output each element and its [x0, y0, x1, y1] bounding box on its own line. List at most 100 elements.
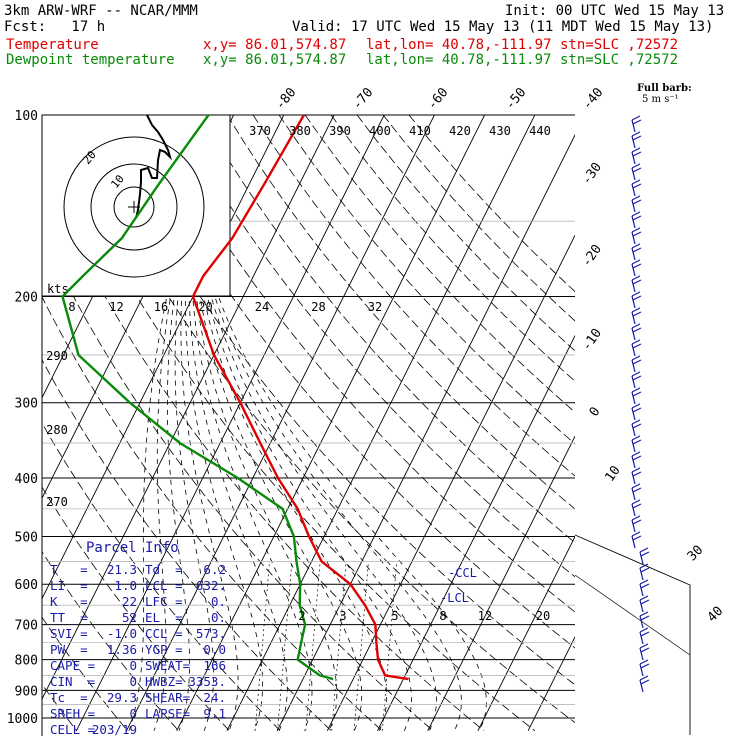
hodograph-box: [41, 114, 231, 297]
parcel-info-cell: CIN =: [50, 674, 96, 689]
parcel-info-cell: YGP =: [145, 642, 183, 657]
parcel-info-cell: 166: [203, 658, 226, 673]
isotherm-line: [477, 535, 575, 731]
parcel-info-cell: SHEAR=: [145, 690, 191, 705]
isotherm-line: [42, 115, 285, 600]
parcel-info-cell: LCL =: [145, 578, 183, 593]
parcel-info-cell: 0: [129, 658, 137, 673]
parcel-info-cell: 22: [121, 594, 137, 609]
mixing-ratio-label: 12: [478, 609, 492, 623]
parcel-info-cell: HWBZ=: [145, 674, 183, 689]
temperature-tick-label: -80: [273, 85, 300, 113]
pressure-label: 600: [15, 578, 38, 593]
parcel-level-annotation: -LCL: [440, 591, 469, 605]
parcel-info-cell: -1.0: [106, 626, 137, 641]
mixing-ratio-label: 28: [311, 300, 325, 314]
wind-barb: [631, 131, 642, 149]
pressure-label: 400: [15, 472, 38, 487]
parcel-info-cell: CELL =: [50, 722, 96, 737]
temperature-tick-label: 10: [602, 463, 623, 484]
pressure-label: 100: [15, 109, 38, 124]
wind-barb: [631, 339, 642, 357]
station-readout-dewpoint: stn=SLC ,72572: [560, 52, 679, 68]
temperature-tick-label: -10: [579, 326, 605, 354]
pressure-label: 900: [15, 684, 38, 699]
dry-adiabat: [70, 115, 575, 724]
wind-barb: [631, 483, 642, 501]
parcel-info-cell: CAPE =: [50, 658, 96, 673]
dry-adiabat: [174, 115, 575, 578]
parcel-info-cell: 9.1: [203, 706, 226, 721]
isotherm-line: [226, 115, 536, 731]
parcel-info-cell: 29.3: [106, 690, 137, 705]
parcel-info-cell: 0: [129, 674, 137, 689]
dry-adiabat: [252, 115, 575, 477]
wind-barb: [639, 547, 650, 565]
wind-barb: [631, 147, 642, 165]
dry-adiabat: [42, 169, 485, 732]
theta-label: 380: [289, 124, 311, 138]
temperature-tick-label: 30: [685, 543, 707, 565]
dry-adiabat: [304, 115, 575, 413]
isotherm-line: [126, 115, 435, 731]
isotherm-line: [75, 115, 385, 731]
dry-adiabat: [148, 115, 575, 613]
parcel-info-cell: Td =: [145, 562, 183, 577]
wind-barb: [631, 291, 642, 309]
isotherm-line: [0, 115, 33, 731]
temperature-tick-label: -50: [503, 85, 530, 113]
theta-label: 370: [249, 124, 271, 138]
mixing-ratio-label: 32: [368, 300, 382, 314]
wind-barb: [631, 355, 642, 373]
parcel-info-cell: PW =: [50, 642, 88, 657]
model-title: 3km ARW-WRF -- NCAR/MMM: [4, 3, 198, 19]
wind-barb: [631, 467, 642, 485]
mixing-ratio-label: 8: [439, 609, 446, 623]
wind-barb: [631, 275, 642, 293]
isotherm-line: [427, 435, 575, 731]
parcel-info-cell: 203/19: [91, 722, 137, 737]
pressure-label: 300: [15, 397, 38, 412]
isotherm-line: [377, 334, 575, 731]
mixing-ratio-line: [331, 561, 347, 731]
parcel-info-cell: TT =: [50, 610, 88, 625]
temperature-tick-label: -60: [425, 85, 452, 113]
parcel-info-cell: 24.: [203, 690, 226, 705]
diagram-edge: [574, 534, 691, 735]
mixing-ratio-label: 24: [255, 300, 269, 314]
parcel-info-cell: Tc =: [50, 690, 88, 705]
wind-barb: [631, 435, 642, 453]
dry-adiabat: [226, 115, 575, 510]
parcel-info-cell: 52: [121, 610, 137, 625]
temperature-profile: [191, 115, 409, 681]
mixing-ratio-label: 12: [109, 300, 123, 314]
moist-adiabat: [195, 221, 437, 731]
isotherm-line: [326, 234, 575, 731]
forecast-hour: Fcst: 17 h: [4, 19, 106, 35]
parcel-info-cell: LI =: [50, 578, 88, 593]
wind-barb: [639, 659, 650, 677]
isotherm-line: [42, 115, 335, 701]
parcel-info-title: Parcel Info: [86, 540, 179, 556]
wind-barb: [631, 499, 642, 517]
isotherm-line: [578, 115, 740, 731]
dry-adiabat: [42, 422, 281, 732]
dry-adiabat: [42, 233, 434, 732]
parcel-info-cell: 1.36: [106, 642, 137, 657]
wind-barb: [631, 323, 642, 341]
wind-barb: [639, 643, 650, 661]
wind-barb: [631, 259, 642, 277]
wind-barb: [631, 451, 642, 469]
wind-barbs: [631, 115, 650, 693]
parcel-info-cell: 0.: [210, 594, 226, 609]
wind-barb: [639, 627, 650, 645]
isotherm-line: [176, 115, 486, 731]
wind-barb: [631, 227, 642, 245]
dewpoint-legend: Dewpoint temperature: [6, 52, 175, 68]
pressure-label: 800: [15, 654, 38, 669]
wind-barb: [631, 163, 642, 181]
dry-adiabat: [42, 486, 230, 732]
pressure-label: 1000: [7, 712, 38, 727]
